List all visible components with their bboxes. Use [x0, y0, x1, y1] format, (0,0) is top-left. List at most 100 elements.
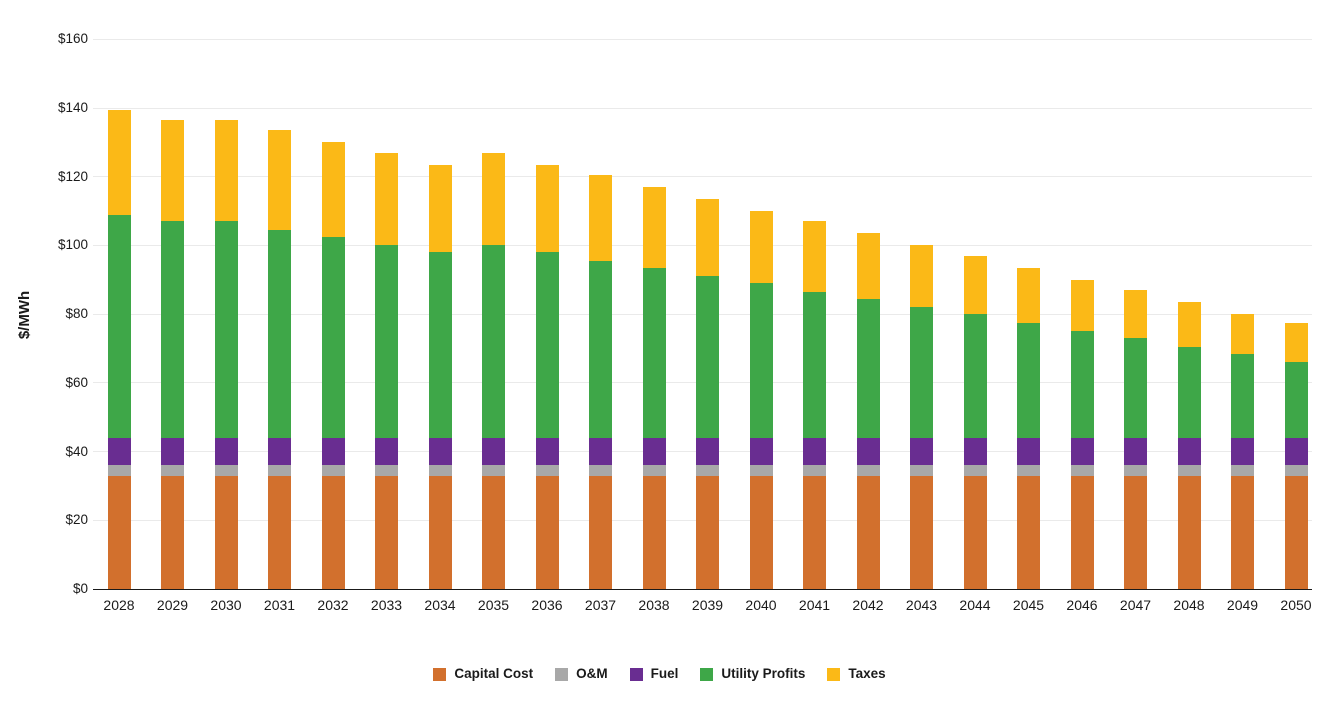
x-tick-label-2047: 2047	[1119, 597, 1152, 613]
bar-segment-capital-cost-2033	[375, 475, 398, 589]
y-tick-label-40: $40	[65, 443, 88, 459]
bar-segment-fuel-2038	[642, 437, 666, 466]
bar-segment-capital-cost-2030	[214, 475, 238, 589]
bar-segment-capital-cost-2035	[482, 475, 505, 589]
bar-segment-fuel-2028	[107, 437, 131, 466]
legend-swatch-capital-cost	[433, 667, 447, 681]
bar-segment-utility-profits-2033	[375, 245, 398, 438]
x-tick-label-2044: 2044	[959, 597, 991, 613]
bar-segment-taxes-2047	[1124, 290, 1147, 339]
bar-segment-utility-profits-2029	[161, 221, 184, 438]
bar-segment-o-m-2040	[749, 465, 773, 476]
x-tick-label-2038: 2038	[638, 597, 670, 613]
bar-segment-o-m-2041	[803, 465, 826, 476]
bar-segment-o-m-2033	[375, 465, 398, 476]
legend-swatch-utility-profits	[700, 667, 714, 681]
bar-segment-utility-profits-2048	[1177, 346, 1201, 438]
bar-segment-capital-cost-2042	[856, 475, 880, 589]
legend-swatch-taxes	[827, 667, 841, 681]
bar-segment-utility-profits-2036	[535, 252, 559, 438]
bar-segment-fuel-2048	[1177, 437, 1201, 466]
bar-segment-fuel-2033	[375, 437, 398, 466]
y-tick-label-100: $100	[57, 237, 88, 253]
bar-segment-o-m-2048	[1177, 465, 1201, 476]
bar-segment-fuel-2040	[749, 437, 773, 466]
bar-segment-fuel-2036	[535, 437, 559, 466]
x-tick-label-2034: 2034	[424, 597, 456, 613]
bar-segment-fuel-2045	[1017, 437, 1040, 466]
legend-item-capital-cost: Capital Cost	[433, 666, 533, 682]
bar-segment-utility-profits-2031	[268, 229, 291, 438]
x-tick-label-2032: 2032	[317, 597, 349, 613]
bar-segment-fuel-2039	[696, 437, 719, 466]
bar-segment-fuel-2031	[268, 437, 291, 466]
bar-segment-taxes-2034	[428, 164, 452, 253]
bar-segment-utility-profits-2044	[963, 314, 987, 438]
bar-segment-utility-profits-2041	[803, 291, 826, 438]
bar-segment-fuel-2034	[428, 437, 452, 466]
bar-segment-capital-cost-2039	[696, 475, 719, 589]
bar-segment-capital-cost-2037	[589, 475, 612, 589]
bar-segment-fuel-2042	[856, 437, 880, 466]
bar-segment-taxes-2031	[268, 130, 291, 230]
y-tick-label-140: $140	[57, 100, 88, 115]
bar-segment-fuel-2032	[321, 437, 345, 466]
x-tick-label-2029: 2029	[156, 597, 189, 613]
bar-segment-taxes-2046	[1070, 279, 1094, 332]
bar-segment-o-m-2039	[696, 465, 719, 476]
bar-segment-taxes-2050	[1284, 322, 1308, 363]
bar-segment-utility-profits-2034	[428, 252, 452, 438]
bar-segment-taxes-2033	[375, 152, 398, 246]
legend-label-utility-profits: Utility Profits	[721, 666, 806, 681]
bar-segment-utility-profits-2042	[856, 298, 880, 438]
bar-segment-capital-cost-2050	[1284, 475, 1308, 589]
bar-segment-utility-profits-2039	[696, 276, 719, 438]
bar-segment-o-m-2043	[910, 465, 933, 476]
bar-segment-taxes-2032	[321, 142, 345, 237]
bar-segment-fuel-2046	[1070, 437, 1094, 466]
bar-segment-capital-cost-2046	[1070, 475, 1094, 589]
x-tick-label-2049: 2049	[1226, 597, 1259, 613]
bar-segment-o-m-2034	[428, 465, 452, 476]
bar-segment-fuel-2030	[214, 437, 238, 466]
y-tick-label-20: $20	[65, 512, 88, 528]
y-tick-label-0: $0	[72, 581, 88, 596]
legend-swatch-fuel	[629, 667, 643, 681]
gridline-120	[93, 176, 1312, 178]
x-tick-label-2028: 2028	[103, 597, 135, 613]
x-tick-label-2031: 2031	[263, 597, 296, 613]
x-tick-label-2050: 2050	[1280, 597, 1312, 613]
bar-segment-o-m-2042	[856, 465, 880, 476]
legend-label-o-m: O&M	[576, 666, 608, 681]
bar-segment-utility-profits-2049	[1231, 353, 1254, 438]
x-tick-label-2040: 2040	[745, 597, 777, 613]
bar-segment-o-m-2035	[482, 465, 505, 476]
x-tick-label-2042: 2042	[852, 597, 884, 613]
x-tick-label-2043: 2043	[905, 597, 938, 613]
bar-segment-o-m-2038	[642, 465, 666, 476]
bar-segment-o-m-2047	[1124, 465, 1147, 476]
bar-segment-utility-profits-2030	[214, 221, 238, 438]
bar-segment-utility-profits-2046	[1070, 331, 1094, 438]
x-tick-label-2030: 2030	[210, 597, 242, 613]
bar-segment-utility-profits-2050	[1284, 362, 1308, 438]
bar-segment-o-m-2045	[1017, 465, 1040, 476]
bar-segment-utility-profits-2038	[642, 267, 666, 438]
bar-segment-capital-cost-2034	[428, 475, 452, 589]
bar-segment-taxes-2043	[910, 245, 933, 308]
bar-segment-capital-cost-2043	[910, 475, 933, 589]
bar-segment-taxes-2049	[1231, 314, 1254, 354]
bar-segment-utility-profits-2032	[321, 236, 345, 438]
x-tick-label-2041: 2041	[798, 597, 831, 613]
bar-segment-o-m-2030	[214, 465, 238, 476]
bar-segment-taxes-2040	[749, 211, 773, 284]
bar-segment-capital-cost-2040	[749, 475, 773, 589]
x-tick-label-2045: 2045	[1012, 597, 1045, 613]
bar-segment-taxes-2045	[1017, 267, 1040, 323]
bar-segment-taxes-2035	[482, 152, 505, 246]
gridline-140	[93, 107, 1312, 109]
x-tick-label-2036: 2036	[531, 597, 563, 613]
bar-segment-utility-profits-2028	[107, 214, 131, 438]
bar-segment-fuel-2047	[1124, 437, 1147, 466]
bar-segment-taxes-2039	[696, 199, 719, 277]
